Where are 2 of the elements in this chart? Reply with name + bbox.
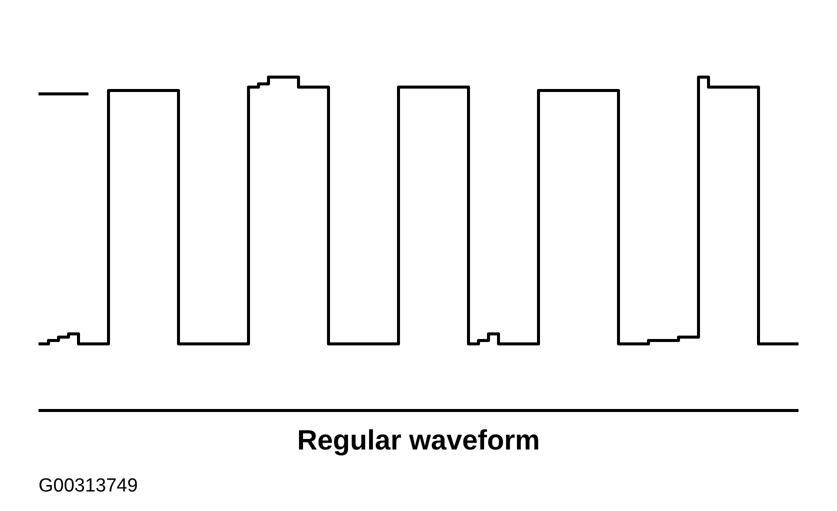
- x-axis-title: Regular waveform: [297, 424, 540, 456]
- text: G00313749: [38, 476, 138, 496]
